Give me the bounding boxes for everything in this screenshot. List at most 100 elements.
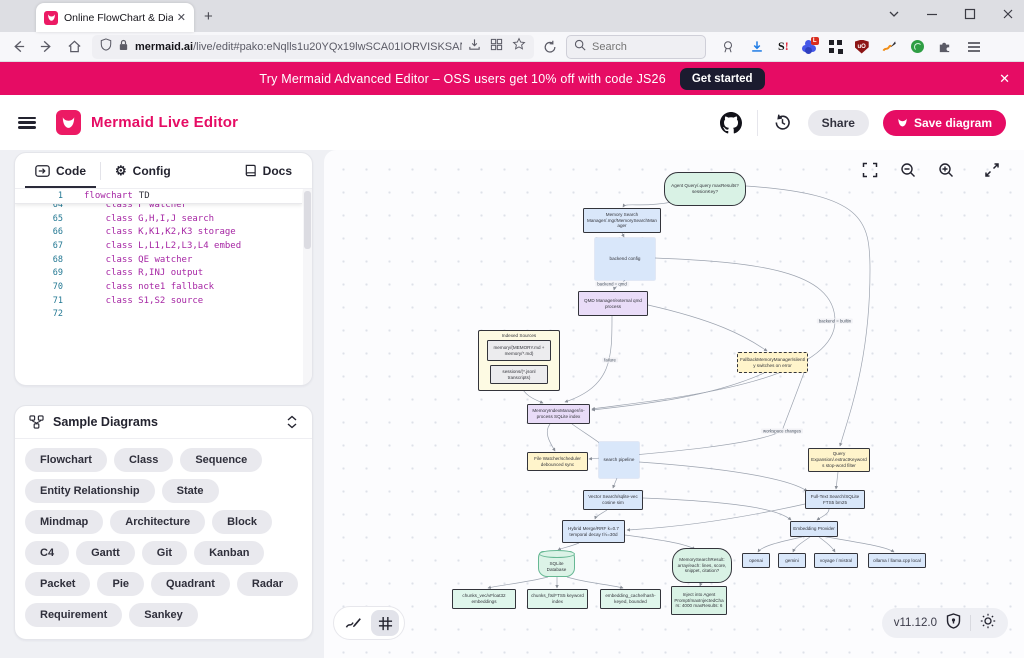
sample-button-state[interactable]: State [161,479,219,503]
canvas-tools [333,606,405,640]
search-input[interactable] [592,40,692,53]
theme-toggle-sun-icon[interactable] [980,613,996,634]
edge-label-backend-qmd: backend = qmd [595,281,629,287]
menu-icon[interactable] [18,116,36,129]
languagetool-extension-icon[interactable]: L [801,36,819,54]
window-minimize-button[interactable] [924,6,940,22]
window-maximize-button[interactable] [962,6,978,22]
sample-button-mindmap[interactable]: Mindmap [25,510,104,534]
home-icon[interactable] [62,35,86,59]
sample-button-radar[interactable]: Radar [236,572,299,596]
code-editor[interactable]: 64 class F watcher 65 class G,H,I,J searc… [15,189,312,385]
get-started-button[interactable]: Get started [679,67,765,90]
samples-title: Sample Diagrams [53,415,158,429]
fullscreen-icon[interactable] [858,158,882,182]
tracking-shield-icon[interactable] [100,37,112,56]
sample-button-kanban[interactable]: Kanban [194,541,265,565]
sample-button-class[interactable]: Class [113,448,174,472]
node-sqlite-database: SQLite Database [538,550,575,577]
sample-button-packet[interactable]: Packet [25,572,91,596]
node-chunks-fts: chunks_fts/FTS5 keyword index [527,589,588,609]
stylish-extension-icon[interactable]: S! [778,39,789,53]
sample-button-sequence[interactable]: Sequence [180,448,263,472]
sample-button-architecture[interactable]: Architecture [110,510,206,534]
sample-button-block[interactable]: Block [212,510,273,534]
node-ollama-local: ollama / llama.cpp local [868,553,926,568]
search-bar[interactable] [566,34,706,59]
app-title: Mermaid Live Editor [91,114,239,131]
share-button[interactable]: Share [807,109,869,136]
sample-button-c4[interactable]: C4 [25,541,70,565]
history-icon[interactable] [772,112,794,134]
browser-tab[interactable]: Online FlowChart & Diagrams E ✕ [36,3,194,32]
sample-button-requirement[interactable]: Requirement [25,603,123,627]
flowchart-canvas[interactable]: Indexed Sources Agent Query/.query maxRes… [324,150,1024,658]
tab-docs[interactable]: Docs [238,153,298,188]
url-bar[interactable]: mermaid.ai/live/edit#pako:eNqlls1u20YQx1… [92,34,534,59]
node-search-pipeline: search pipeline [599,442,639,478]
diagram-icon [29,415,44,429]
lock-icon[interactable] [118,38,129,56]
save-diagram-icon [898,118,907,127]
zoom-out-icon[interactable] [896,158,920,182]
sample-button-sankey[interactable]: Sankey [129,603,198,627]
banner-close-icon[interactable]: ✕ [999,70,1010,86]
node-openai: openai [742,553,770,568]
browser-menu-icon[interactable] [966,39,982,55]
security-shield-icon[interactable] [946,612,961,634]
save-page-icon[interactable] [468,38,481,56]
node-voyage-mistral: voyage / mistral [814,553,858,568]
code-line: 66 class K,K1,K2,K3 storage [52,227,236,238]
grid-toggle-icon[interactable] [371,610,399,636]
editor-scrollbar[interactable] [303,189,312,385]
sketch-pen-icon[interactable] [339,610,367,636]
sample-button-git[interactable]: Git [141,541,188,565]
tab-config[interactable]: ⚙ Config [115,163,171,178]
bookmark-star-icon[interactable] [512,37,526,56]
download-extension-icon[interactable] [749,39,765,55]
node-query-expansion: Query Expansion/.extractKeywords stop-wo… [808,448,870,472]
new-tab-button[interactable]: + [204,8,213,25]
edge-label-workspace-changes: workspace changes [761,428,803,434]
sample-button-entity-relationship[interactable]: Entity Relationship [25,479,155,503]
node-memory-index-manager: MemoryIndexManager/in-process SQLite ind… [527,404,590,424]
expand-icon[interactable] [980,158,1004,182]
code-line: 67 class L,L1,L2,L3,L4 embed [52,240,242,251]
tabs-dropdown-icon[interactable] [886,6,902,22]
tab-code[interactable]: Code [25,153,96,188]
forward-button[interactable] [34,35,58,59]
sample-button-gantt[interactable]: Gantt [76,541,135,565]
window-close-button[interactable] [1000,6,1016,22]
code-line: 64 class F watcher [52,199,187,210]
reload-icon[interactable] [538,35,562,59]
container-grid-icon[interactable] [490,38,503,56]
screenshot-badge-icon[interactable] [720,39,736,55]
sample-button-flowchart[interactable]: Flowchart [25,448,107,472]
back-button[interactable] [6,35,30,59]
tab-close-icon[interactable]: ✕ [176,12,186,24]
mermaid-logo[interactable] [56,110,81,135]
code-line: 69 class R,INJ output [52,268,204,279]
editor-tab-bar: Code ⚙ Config Docs [15,153,312,189]
app-header: Mermaid Live Editor Share Save diagram [0,95,1024,150]
collapse-icon[interactable] [286,415,298,429]
version-pill: v11.12.0 [881,608,1008,638]
code-line: 71 class S1,S2 source [52,295,204,306]
github-icon[interactable] [719,111,743,135]
zoom-in-icon[interactable] [934,158,958,182]
code-line: 72 [52,309,63,320]
mermaid-favicon [44,10,58,25]
green-extension-icon[interactable] [910,40,924,53]
diagram-toolbar [858,158,1004,182]
code-line: 70 class note1 fallback [52,281,215,292]
sample-button-quadrant[interactable]: Quadrant [151,572,230,596]
node-qmd-manager: QMD Manager/external qmd process [578,291,648,316]
sample-button-pie[interactable]: Pie [97,572,144,596]
save-diagram-button[interactable]: Save diagram [882,109,1006,136]
extensions-puzzle-icon[interactable] [937,39,953,55]
pen-extension-icon[interactable] [882,39,898,55]
node-fallback-memory-manager: FallbackMemoryManager/silently switches … [737,352,808,373]
apps-grid-extension-icon[interactable] [828,40,843,54]
ublock-extension-icon[interactable]: uO [854,39,869,54]
docs-book-icon [245,164,256,177]
